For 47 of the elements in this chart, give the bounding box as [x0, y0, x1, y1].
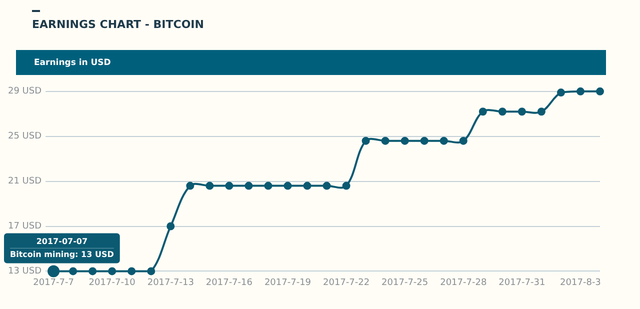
x-tick-label: 2017-7-10 [88, 278, 136, 288]
y-tick-label: 29 USD [8, 86, 42, 97]
annotation: 2017-07-07 [36, 236, 88, 246]
point [596, 87, 604, 96]
x-tick-label: 2017-7-19 [264, 278, 312, 288]
point [381, 136, 390, 145]
x-tick-label: 2017-7-25 [382, 278, 428, 288]
point [420, 136, 428, 145]
point [400, 136, 409, 145]
x-tick-label: 2017-7-7 [33, 278, 74, 288]
point [284, 182, 292, 190]
annotation: Bitcoin mining: 13 USD [10, 250, 114, 259]
point [88, 267, 97, 276]
point [576, 87, 584, 96]
point [166, 222, 175, 230]
point [69, 267, 78, 276]
x-tick-label: 2017-7-22 [323, 278, 370, 288]
x-tick-label: 2017-7-13 [147, 278, 194, 288]
point [478, 108, 487, 116]
y-tick-label: 25 USD [8, 132, 42, 142]
point [303, 182, 312, 190]
x-tick-label: 2017-8-3 [560, 278, 601, 288]
point [440, 136, 448, 145]
chart-subtitle: Earnings in USD [34, 58, 111, 68]
x-tick-label: 2017-7-31 [498, 278, 546, 288]
x-tick-label: 2017-7-16 [206, 278, 253, 288]
point [322, 182, 331, 190]
point [459, 136, 468, 145]
point [264, 182, 272, 190]
y-tick-label: 17 USD [8, 222, 42, 232]
point [362, 136, 370, 145]
point [147, 267, 156, 276]
point [556, 88, 565, 97]
point [498, 108, 506, 116]
x-tick-label: 2017-7-28 [440, 278, 487, 288]
point [537, 108, 546, 116]
chart-title: EARNINGS CHART - BITCOIN [32, 18, 204, 31]
point [186, 182, 194, 190]
point [206, 182, 214, 190]
y-tick-label: 13 USD [8, 266, 42, 277]
point [108, 267, 116, 276]
point [128, 267, 136, 276]
point [244, 182, 253, 190]
y-tick-label: 21 USD [8, 176, 42, 187]
point [225, 182, 234, 190]
point [342, 182, 350, 190]
point [518, 108, 526, 116]
